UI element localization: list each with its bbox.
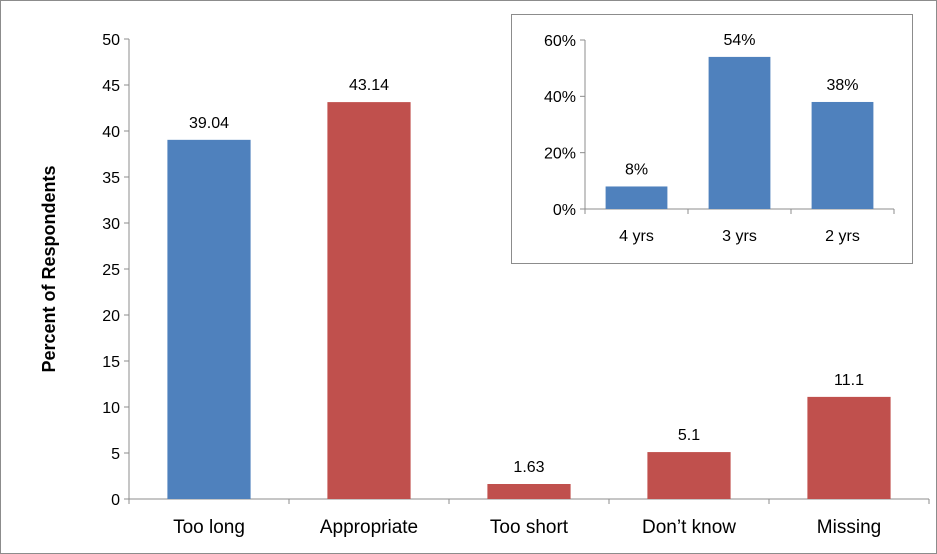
- data-label: 39.04: [189, 115, 229, 132]
- y-tick-label: 15: [102, 354, 120, 371]
- data-label: 38%: [826, 77, 858, 94]
- y-tick-label: 35: [102, 170, 120, 187]
- y-tick-label: 10: [102, 400, 120, 417]
- y-tick-label: 45: [102, 78, 120, 95]
- bar-too-long: [167, 139, 251, 499]
- bar-2-yrs: [811, 101, 874, 209]
- x-category-label: Too long: [173, 517, 245, 538]
- inset-chart-box: 0% 20% 40% 60% 8% 4 yrs 54% 3 yrs 38% 2 yrs: [511, 14, 913, 264]
- data-label: 5.1: [678, 427, 700, 444]
- bar-appropriate: [327, 102, 411, 499]
- y-tick-label: 0%: [553, 202, 576, 219]
- bar-don-t-know: [647, 452, 731, 499]
- x-category-label: 2 yrs: [825, 228, 860, 245]
- x-category-label: Too short: [490, 517, 569, 538]
- y-tick-label: 5: [111, 446, 120, 463]
- y-tick-label: 40: [102, 124, 120, 141]
- bar-too-short: [487, 484, 571, 499]
- y-tick-label: 40%: [544, 89, 576, 106]
- y-tick-label: 60%: [544, 33, 576, 50]
- x-category-label: Missing: [817, 517, 881, 538]
- x-category-label: Appropriate: [320, 517, 418, 538]
- inset-bar-chart: 0% 20% 40% 60% 8% 4 yrs 54% 3 yrs 38% 2 yrs: [544, 32, 895, 245]
- data-label: 8%: [625, 161, 648, 178]
- y-tick-label: 20: [102, 308, 120, 325]
- data-label: 1.63: [513, 459, 544, 476]
- y-axis-label: Percent of Respondents: [39, 165, 59, 372]
- y-tick-label: 30: [102, 216, 120, 233]
- x-category-label: 4 yrs: [619, 228, 654, 245]
- bar-missing: [807, 396, 891, 499]
- data-label: 11.1: [834, 372, 864, 389]
- y-tick-label: 25: [102, 262, 120, 279]
- data-label: 43.14: [349, 77, 389, 94]
- bar-4-yrs: [605, 186, 668, 209]
- y-tick-label: 50: [102, 32, 120, 49]
- x-category-label: Don’t know: [642, 517, 736, 538]
- data-label: 54%: [723, 32, 755, 49]
- bar-3-yrs: [708, 56, 771, 210]
- x-category-label: 3 yrs: [722, 228, 757, 245]
- y-tick-label: 20%: [544, 145, 576, 162]
- y-tick-label: 0: [111, 492, 120, 509]
